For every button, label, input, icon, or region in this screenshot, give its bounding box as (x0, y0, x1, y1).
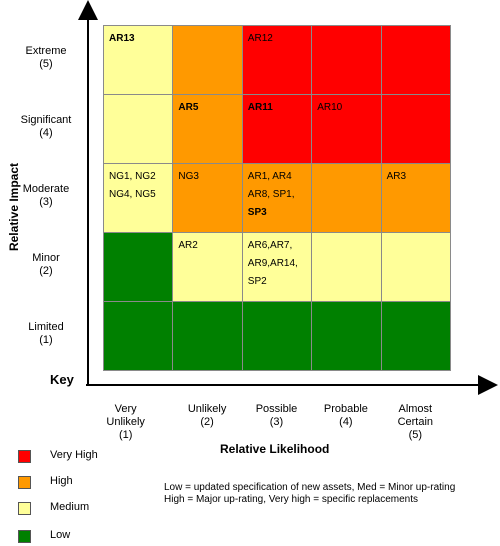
matrix-cell-r2-c2: AR5 (172, 94, 243, 164)
legend-swatch (18, 450, 31, 463)
matrix-cell-r4-c4 (311, 232, 382, 302)
matrix-cell-r5-c4 (311, 301, 382, 371)
x-tick-label: Possible (3) (255, 403, 298, 428)
note-line-1: Low = updated specification of new asset… (164, 482, 456, 493)
matrix-cell-r2-c5 (380, 94, 451, 164)
matrix-cell-r3-c4 (311, 163, 382, 233)
cell-label: AR6,AR7, AR9,AR14, SP2 (247, 240, 298, 287)
cell-label: AR13 (109, 33, 135, 44)
legend-label: High (50, 475, 73, 487)
matrix-cell-r3-c1: NG1, NG2 NG4, NG5 (103, 163, 174, 233)
x-tick-label: Very Unlikely (1) (106, 403, 145, 441)
x-tick-label: Unlikely (2) (187, 403, 227, 428)
matrix-cell-r4-c1 (103, 232, 174, 302)
legend-swatch (18, 530, 31, 543)
note-line-2: High = Major up-rating, Very high = spec… (164, 494, 419, 505)
matrix-cell-r1-c1: AR13 (103, 25, 174, 95)
legend-swatch (18, 502, 31, 515)
x-tick-label: Almost Certain (5) (397, 403, 434, 441)
x-tick-label: Probable (4) (323, 403, 368, 428)
matrix-cell-r1-c4 (311, 25, 382, 95)
matrix-cell-r5-c5 (380, 301, 451, 371)
matrix-cell-r1-c5 (380, 25, 451, 95)
y-axis-title: Relative Impact (7, 162, 21, 252)
y-tick-label: Significant (4) (20, 114, 72, 139)
matrix-cell-r3-c3: AR1, AR4 AR8, SP1, SP3 (241, 163, 313, 233)
cell-label: AR5 (178, 102, 199, 113)
cell-label-bold: SP3 (247, 207, 267, 218)
legend-label: Low (50, 529, 71, 541)
matrix-cell-r2-c4: AR10 (311, 94, 382, 164)
cell-label: AR12 (247, 33, 273, 44)
legend-swatch (18, 476, 31, 489)
cell-label: AR11 (247, 102, 273, 113)
matrix-cell-r1-c3: AR12 (241, 25, 313, 95)
matrix-cell-r3-c5: AR3 (380, 163, 451, 233)
y-tick-label: Moderate (3) (22, 183, 70, 208)
matrix-cell-r4-c2: AR2 (172, 232, 243, 302)
legend-label: Very High (50, 449, 98, 461)
matrix-cell-r4-c5 (380, 232, 451, 302)
matrix-cell-r2-c1 (103, 94, 174, 164)
matrix-cell-r5-c2 (172, 301, 243, 371)
y-tick-label: Extreme (5) (25, 45, 67, 70)
x-axis-title: Relative Likelihood (220, 442, 330, 456)
cell-label: NG1, NG2 NG4, NG5 (109, 171, 156, 200)
matrix-cell-r5-c3 (241, 301, 313, 371)
key-title: Key (50, 372, 74, 387)
matrix-cell-r3-c2: NG3 (172, 163, 243, 233)
cell-label: NG3 (178, 171, 199, 182)
y-tick-label: Minor (2) (32, 252, 60, 277)
cell-label: AR3 (386, 171, 407, 182)
legend-label: Medium (50, 501, 90, 513)
cell-label: AR10 (317, 102, 343, 113)
cell-label: AR1, AR4 AR8, SP1, (247, 171, 295, 200)
matrix-cell-r2-c3: AR11 (241, 94, 313, 164)
cell-label: AR2 (178, 240, 198, 251)
matrix-cell-r4-c3: AR6,AR7, AR9,AR14, SP2 (241, 232, 313, 302)
matrix-cell-r5-c1 (103, 301, 174, 371)
y-tick-label: Limited (1) (28, 321, 64, 346)
matrix-cell-r1-c2 (172, 25, 243, 95)
